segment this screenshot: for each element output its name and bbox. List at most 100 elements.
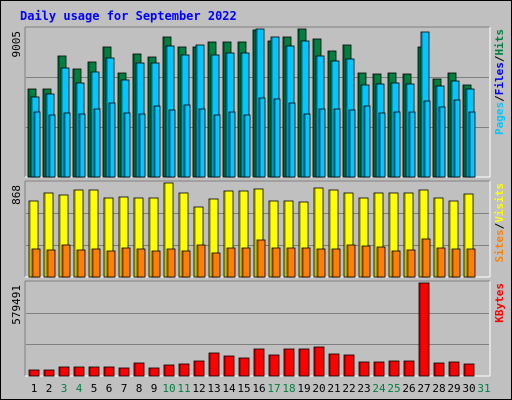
visits-bar-shade	[314, 188, 316, 277]
sites-bar-shade	[47, 250, 49, 277]
pages-bar-shade	[334, 109, 336, 177]
kbytes-bar	[433, 362, 445, 377]
sites-bar-shade	[152, 251, 154, 277]
pages-bar	[393, 111, 401, 178]
sites-bar	[226, 247, 236, 278]
x-tick-label: 7	[121, 382, 128, 395]
files-legend: Files	[493, 62, 506, 95]
pages-bar-shade	[124, 113, 126, 177]
visits-panel-ymax-label: 868	[10, 185, 23, 205]
kbytes-bar	[193, 360, 205, 377]
pages-bar-shade	[109, 103, 111, 177]
x-tick-label: 11	[177, 382, 190, 395]
x-tick-label: 13	[207, 382, 220, 395]
pages-bar	[408, 111, 416, 178]
hits-bar-shade	[388, 73, 390, 177]
sites-bar-shade	[407, 250, 409, 277]
sites-bar-shade	[92, 249, 94, 277]
hits-bar-shade	[328, 51, 330, 177]
hits-bar-shade	[208, 42, 210, 177]
sites-bar	[346, 244, 356, 278]
pages-bar	[63, 112, 71, 178]
kbytes-bar-shade	[344, 355, 346, 376]
x-tick-label: 5	[91, 382, 98, 395]
x-tick-label: 26	[402, 382, 415, 395]
hits-bar-shade	[418, 47, 420, 177]
sites-bar-shade	[77, 250, 79, 277]
kbytes-bar-shade	[194, 361, 196, 376]
hits-bar-shade	[283, 37, 285, 177]
pages-bar	[318, 108, 326, 178]
x-tick-label: 27	[417, 382, 430, 395]
kbytes-bar-shade	[74, 367, 76, 376]
pages-bar-shade	[319, 109, 321, 177]
visits-bar-shade	[134, 198, 136, 277]
pages-bar	[378, 112, 386, 178]
kbytes-bar-shade	[134, 363, 136, 376]
hits-bar-shade	[238, 42, 240, 177]
pages-bar	[273, 98, 281, 178]
x-tick-label: 21	[327, 382, 340, 395]
kbytes-bar-shade	[299, 349, 301, 376]
hits-bar-shade	[433, 79, 435, 177]
sites-bar-shade	[392, 251, 394, 277]
files-bar-shade	[361, 85, 363, 177]
kbytes-bar-shade	[149, 368, 151, 376]
visits-bar-shade	[344, 193, 346, 277]
sites-bar-shade	[422, 239, 424, 277]
sites-bar	[46, 249, 56, 278]
hits-bar-shade	[73, 69, 75, 177]
pages-bar	[153, 105, 161, 178]
kbytes-bar	[298, 348, 310, 377]
kbytes-bar-shade	[464, 364, 466, 376]
x-tick-label: 15	[237, 382, 250, 395]
hits-bar-shade	[178, 47, 180, 177]
hits-bar-shade	[298, 29, 300, 177]
kbytes-bar	[328, 353, 340, 377]
hits-panel-ymax-label: 9005	[10, 31, 23, 58]
kbytes-bar	[313, 346, 325, 377]
sites-bar	[301, 247, 311, 278]
kbytes-bar	[118, 367, 130, 377]
pages-bar	[168, 109, 176, 178]
kbytes-legend: KBytes	[493, 283, 506, 323]
files-bar-shade	[136, 63, 138, 177]
files-bar-shade	[121, 80, 123, 177]
kbytes-bar-shade	[209, 353, 211, 376]
sites-bar	[151, 250, 161, 278]
visits-legend: Visits	[493, 183, 506, 223]
sites-bar-shade	[227, 248, 229, 277]
pages-bar	[303, 113, 311, 178]
sites-bar	[136, 248, 146, 278]
sites-bar-shade	[332, 249, 334, 277]
sites-bar-shade	[242, 248, 244, 277]
pages-bar-shade	[34, 112, 36, 177]
sites-bar	[436, 247, 446, 278]
kbytes-bar	[223, 355, 235, 377]
pages-bar	[243, 114, 251, 178]
kbytes-bar	[343, 354, 355, 377]
pages-bar-shade	[469, 112, 471, 177]
files-bar-shade	[376, 84, 378, 177]
visits-bar-shade	[194, 207, 196, 277]
hits-bar-shade	[358, 73, 360, 177]
kbytes-bar	[133, 362, 145, 377]
hits-bar-shade	[463, 85, 465, 177]
visits-bar-shade	[299, 202, 301, 277]
kbytes-bar-shade	[419, 283, 421, 376]
hits-bar-shade	[268, 41, 270, 177]
kbytes-bar-shade	[359, 362, 361, 376]
visits-bar-shade	[254, 189, 256, 277]
files-bar-shade	[196, 45, 198, 177]
sites-bar-shade	[167, 249, 169, 277]
pages-bar-shade	[409, 112, 411, 177]
visits-bar-shade	[59, 195, 61, 277]
chart-title: Daily usage for September 2022	[20, 9, 237, 23]
sites-bar	[316, 248, 326, 278]
pages-bar-shade	[94, 109, 96, 177]
sites-bar-shade	[362, 246, 364, 277]
kbytes-bar	[238, 357, 250, 377]
pages-bar-shade	[244, 115, 246, 177]
pages-bar-shade	[349, 110, 351, 177]
sites-bar-shade	[377, 247, 379, 277]
